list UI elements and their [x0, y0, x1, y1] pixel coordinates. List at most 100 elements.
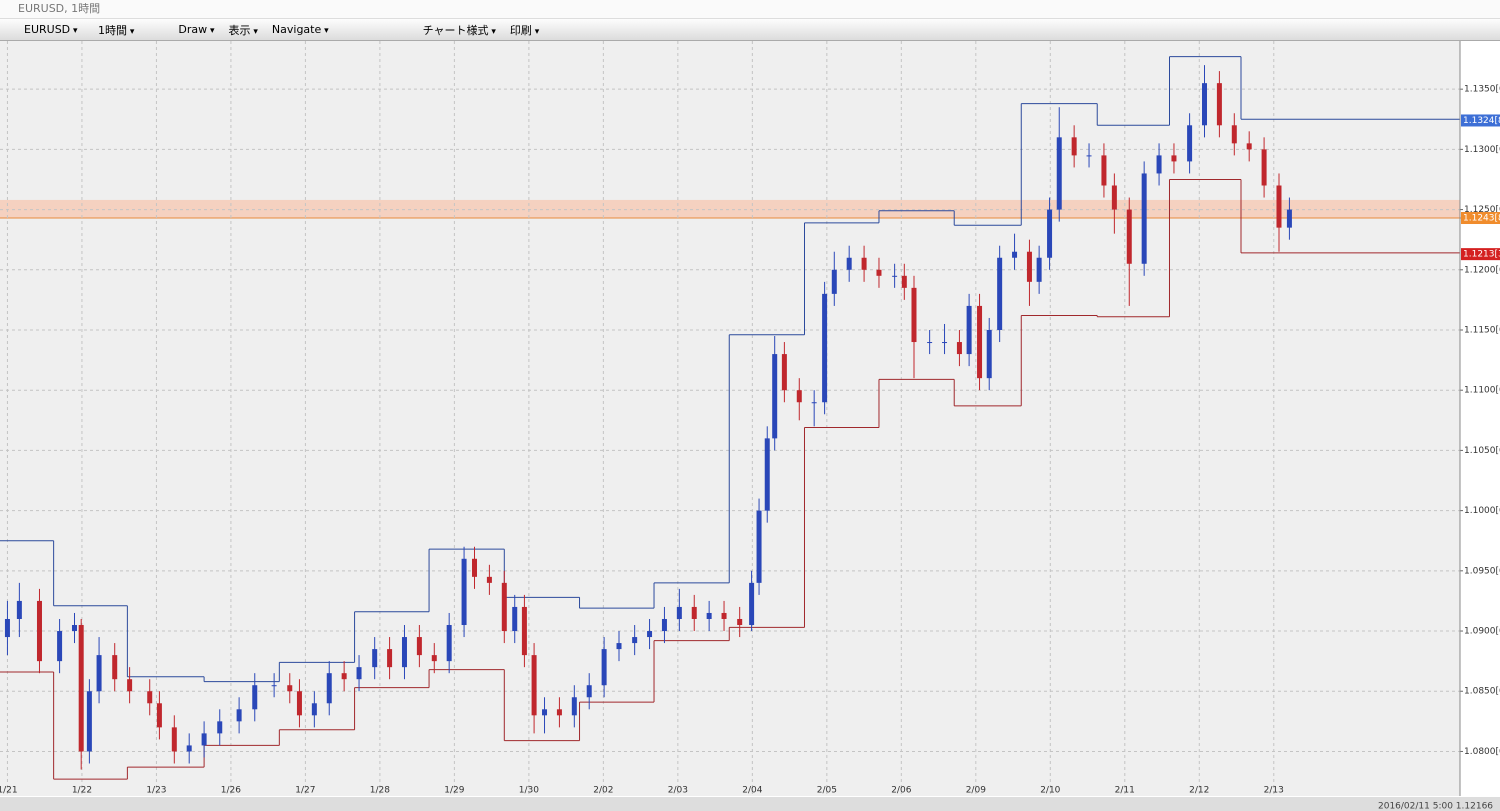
x-tick-label: 2/06: [891, 786, 911, 796]
candle-body: [1127, 210, 1132, 264]
toolbar: EURUSD 1時間 Draw 表示 Navigate チャート様式 印刷: [0, 19, 1500, 41]
y-tick-label: 1.1050[0]: [1464, 446, 1500, 456]
candle-body: [822, 294, 827, 402]
x-tick-label: 1/29: [444, 786, 464, 796]
candle-body: [542, 709, 547, 715]
candle-body: [512, 607, 517, 631]
candle-body: [772, 354, 777, 438]
candle-body: [997, 258, 1002, 330]
candle-body: [707, 613, 712, 619]
y-tick-label: 1.1150[0]: [1464, 325, 1500, 335]
view-menu[interactable]: 表示: [229, 22, 258, 38]
candle-body: [1057, 137, 1062, 209]
timeframe-select[interactable]: 1時間: [98, 22, 134, 38]
candle-body: [557, 709, 562, 715]
candle-body: [1187, 125, 1192, 161]
candle-body: [617, 643, 622, 649]
candle-body: [677, 607, 682, 619]
y-tick-label: 1.0850[0]: [1464, 687, 1500, 697]
navigate-menu[interactable]: Navigate: [272, 23, 329, 36]
candle-body: [202, 733, 207, 745]
candle-body: [847, 258, 852, 270]
candle-body: [876, 270, 881, 276]
x-tick-label: 1/26: [221, 786, 241, 796]
scrollbar[interactable]: [0, 797, 1500, 811]
candle-body: [447, 625, 452, 661]
candle-body: [1012, 252, 1017, 258]
price-label: 1.1243[8]: [1463, 214, 1500, 224]
x-tick-label: 1/28: [370, 786, 390, 796]
print-menu[interactable]: 印刷: [510, 22, 539, 38]
candle-body: [987, 330, 992, 378]
candle-body: [572, 697, 577, 715]
candle-body: [812, 402, 817, 403]
candle-body: [217, 721, 222, 733]
candle-body: [927, 342, 932, 343]
candle-body: [1262, 149, 1267, 185]
candle-body: [1072, 137, 1077, 155]
symbol-select[interactable]: EURUSD: [24, 23, 84, 36]
candle-body: [342, 673, 347, 679]
x-tick-label: 1/21: [0, 786, 18, 796]
candle-body: [432, 655, 437, 661]
candle-body: [532, 655, 537, 715]
candle-body: [1037, 258, 1042, 282]
candle-body: [942, 342, 947, 343]
x-tick-label: 2/12: [1189, 786, 1209, 796]
y-tick-label: 1.1200[0]: [1464, 265, 1500, 275]
candle-body: [832, 270, 837, 294]
x-tick-label: 1/27: [295, 786, 315, 796]
candle-body: [17, 601, 22, 619]
candle-body: [372, 649, 377, 667]
candle-body: [1232, 125, 1237, 143]
candle-body: [1217, 83, 1222, 125]
candle-body: [757, 511, 762, 583]
y-tick-label: 1.0950[0]: [1464, 566, 1500, 576]
candle-body: [967, 306, 972, 354]
candle-body: [632, 637, 637, 643]
candle-body: [1247, 143, 1252, 149]
y-tick-label: 1.0900[0]: [1464, 627, 1500, 637]
candle-body: [417, 637, 422, 655]
y-tick-label: 1.0800[0]: [1464, 747, 1500, 757]
candle-body: [147, 691, 152, 703]
candle-body: [902, 276, 907, 288]
candle-body: [647, 631, 652, 637]
plot-bg: [0, 41, 1460, 796]
x-tick-label: 2/13: [1264, 786, 1284, 796]
y-tick-label: 1.1000[0]: [1464, 506, 1500, 516]
candle-body: [1142, 173, 1147, 263]
candle-body: [97, 655, 102, 691]
x-tick-label: 1/23: [146, 786, 166, 796]
candle-body: [1047, 210, 1052, 258]
candle-body: [327, 673, 332, 703]
chart-style-menu[interactable]: チャート様式: [423, 22, 496, 38]
candle-body: [357, 667, 362, 679]
candle-body: [1101, 155, 1106, 185]
candle-body: [722, 613, 727, 619]
candle-body: [472, 559, 477, 577]
x-tick-label: 1/30: [519, 786, 539, 796]
candle-body: [1287, 210, 1292, 228]
candle-body: [1202, 83, 1207, 125]
draw-menu[interactable]: Draw: [178, 23, 214, 36]
candle-body: [79, 625, 84, 751]
candle-body: [112, 655, 117, 679]
candle-body: [487, 577, 492, 583]
candle-body: [692, 607, 697, 619]
candle-body: [312, 703, 317, 715]
candle-body: [172, 727, 177, 751]
price-label: 1.1213[3]: [1463, 250, 1500, 260]
chart: 1.0800[0] 1.0850[0] 1.0900[0] 1.0950[0] 1.10…: [0, 41, 1500, 811]
window-title: EURUSD, 1時間: [18, 2, 100, 15]
x-tick-label: 2/02: [593, 786, 613, 796]
candle-body: [87, 691, 92, 751]
candle-body: [957, 342, 962, 354]
candle-body: [1276, 185, 1281, 227]
candle-body: [157, 703, 162, 727]
candle-body: [127, 679, 132, 691]
candle-body: [862, 258, 867, 270]
candle-body: [502, 583, 507, 631]
candle-body: [522, 607, 527, 655]
